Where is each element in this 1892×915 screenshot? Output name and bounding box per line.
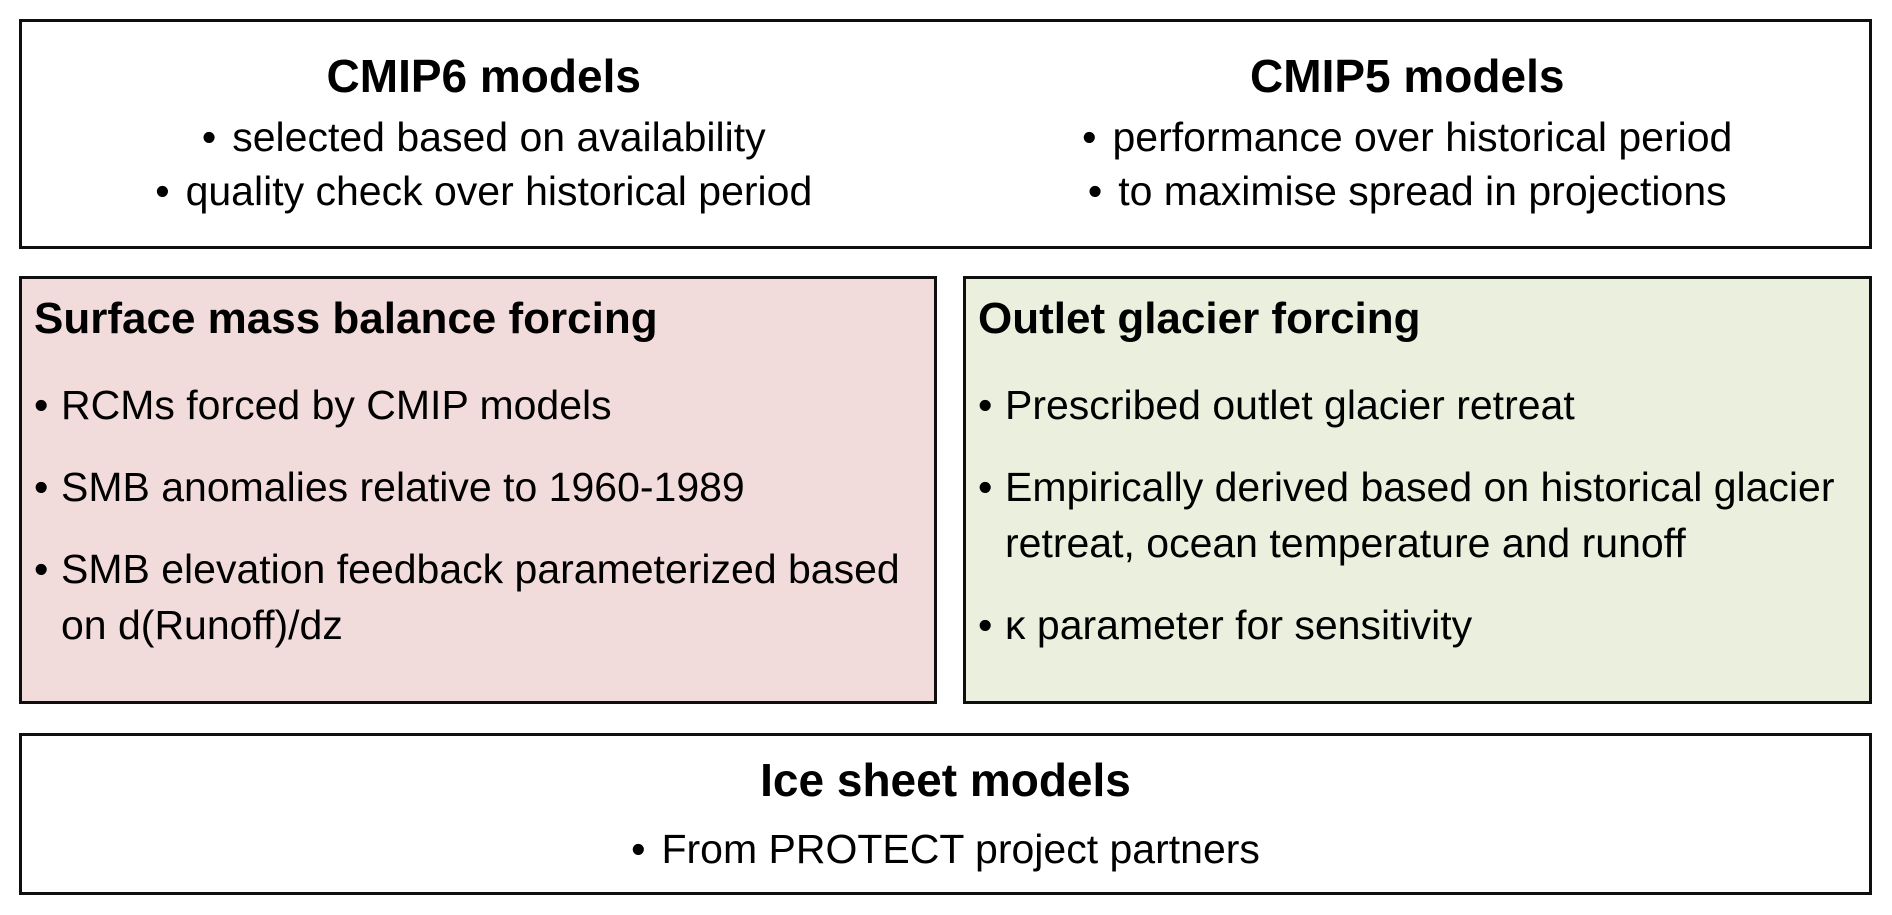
glacier-bullet-1: • Prescribed outlet glacier retreat <box>978 377 1853 433</box>
smb-bullet-1-text: RCMs forced by CMIP models <box>61 382 612 428</box>
bullet-marker: • <box>201 114 217 160</box>
bullet-marker: • <box>631 826 646 872</box>
bullet-marker: • <box>155 168 170 214</box>
cmip5-bullet-2: • to maximise spread in projections <box>946 164 1870 218</box>
bullet-marker: • <box>34 464 49 510</box>
cmip5-column: CMIP5 models • performance over historica… <box>946 22 1870 246</box>
cmip6-column: CMIP6 models • selected based on availabi… <box>22 22 946 246</box>
ice-sheet-models-box: Ice sheet models • From PROTECT project p… <box>19 733 1872 895</box>
cmip-models-box: CMIP6 models • selected based on availabi… <box>19 19 1872 249</box>
bullet-marker: • <box>978 464 993 510</box>
cmip5-title: CMIP5 models <box>1250 50 1565 102</box>
cmip6-bullet-2: • quality check over historical period <box>22 164 946 218</box>
cmip5-bullet-2-text: to maximise spread in projections <box>1118 168 1727 214</box>
bullet-marker: • <box>978 602 993 648</box>
glacier-bullet-2-text: Empirically derived based on historical … <box>1005 464 1835 566</box>
glacier-bullet-1-text: Prescribed outlet glacier retreat <box>1005 382 1575 428</box>
smb-bullet-2: • SMB anomalies relative to 1960-1989 <box>34 459 918 515</box>
smb-bullet-3: • SMB elevation feedback parameterized ba… <box>34 541 918 653</box>
smb-bullet-3-text: SMB elevation feedback parameterized bas… <box>61 546 900 648</box>
glacier-title: Outlet glacier forcing <box>978 294 1421 343</box>
outlet-glacier-forcing-box: Outlet glacier forcing • Prescribed outle… <box>963 276 1872 704</box>
ice-sheet-bullet-1: • From PROTECT project partners <box>22 822 1869 876</box>
bullet-marker: • <box>1087 168 1103 214</box>
bullet-marker: • <box>1082 114 1097 160</box>
bullet-marker: • <box>34 546 49 592</box>
ice-sheet-title: Ice sheet models <box>760 754 1131 806</box>
glacier-bullet-2: • Empirically derived based on historical… <box>978 459 1853 571</box>
smb-title: Surface mass balance forcing <box>34 294 658 343</box>
cmip6-bullet-2-text: quality check over historical period <box>185 168 813 214</box>
cmip6-title: CMIP6 models <box>326 50 641 102</box>
smb-bullet-2-text: SMB anomalies relative to 1960-1989 <box>61 464 745 510</box>
bullet-marker: • <box>34 382 49 428</box>
glacier-bullet-3: • κ parameter for sensitivity <box>978 597 1853 653</box>
surface-mass-balance-forcing-box: Surface mass balance forcing • RCMs force… <box>19 276 937 704</box>
cmip5-bullet-1: • performance over historical period <box>946 110 1870 164</box>
ice-sheet-bullet-1-text: From PROTECT project partners <box>661 826 1260 872</box>
smb-bullet-1: • RCMs forced by CMIP models <box>34 377 918 433</box>
cmip6-bullet-1: • selected based on availability <box>22 110 946 164</box>
cmip5-bullet-1-text: performance over historical period <box>1112 114 1733 160</box>
bullet-marker: • <box>978 382 993 428</box>
cmip6-bullet-1-text: selected based on availability <box>232 114 766 160</box>
glacier-bullet-3-text: κ parameter for sensitivity <box>1005 602 1473 648</box>
